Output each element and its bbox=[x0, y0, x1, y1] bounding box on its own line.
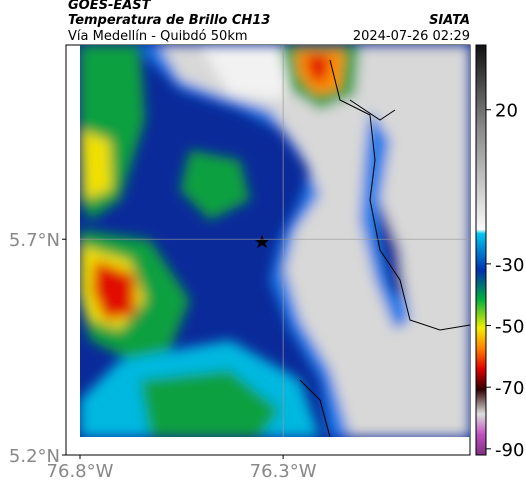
satellite-image bbox=[80, 45, 470, 437]
timestamp: 2024-07-26 02:29 bbox=[353, 29, 470, 44]
colorbar-label: -50 bbox=[495, 317, 524, 338]
subtitle: Temperatura de Brillo CH13 bbox=[68, 13, 270, 28]
colorbar-label: -90 bbox=[495, 440, 524, 461]
region: Vía Medellín - Quibdó 50km bbox=[68, 29, 248, 44]
colorbar-label: -30 bbox=[495, 255, 524, 276]
city-marker bbox=[255, 235, 269, 248]
source: SIATA bbox=[429, 13, 470, 28]
lat-label: 5.7°N bbox=[9, 230, 60, 251]
colorbar bbox=[475, 44, 487, 456]
lon-label: 76.8°W bbox=[47, 461, 114, 482]
title: GOES-EAST bbox=[68, 0, 152, 13]
colorbar-label: -70 bbox=[495, 378, 524, 399]
lon-label: 76.3°W bbox=[250, 461, 317, 482]
colorbar-label: 20 bbox=[495, 101, 518, 122]
lat-label: 5.2°N bbox=[9, 446, 60, 467]
